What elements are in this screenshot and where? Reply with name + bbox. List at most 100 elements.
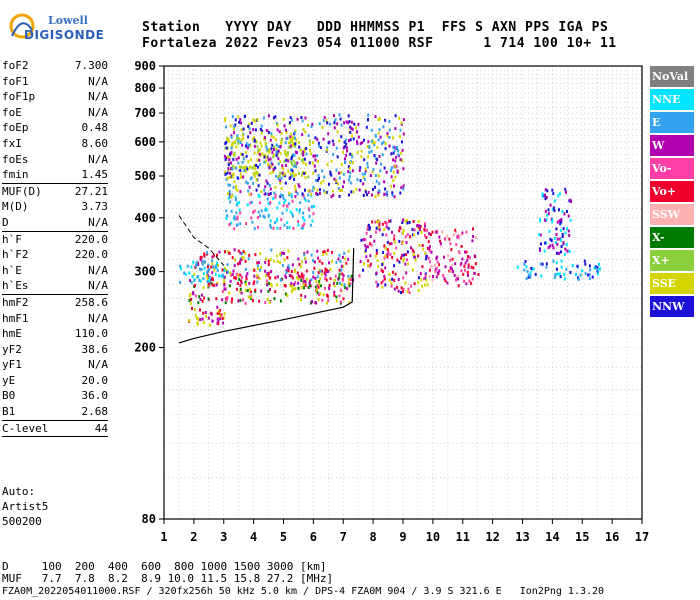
echo-point — [294, 269, 297, 273]
echo-point — [210, 312, 213, 316]
echo-point — [313, 266, 316, 270]
echo-point — [388, 128, 391, 132]
echo-point — [466, 258, 469, 262]
echo-point — [203, 254, 206, 258]
echo-point — [253, 280, 256, 284]
echo-point — [340, 171, 343, 174]
echo-point — [272, 196, 275, 200]
echo-point — [555, 251, 558, 255]
echo-point — [366, 162, 369, 166]
autoscaling-info: Auto: Artist5 500200 — [2, 484, 48, 529]
echo-point — [303, 147, 306, 151]
echo-point — [366, 245, 369, 249]
echo-point — [253, 166, 256, 170]
echo-point — [367, 223, 370, 227]
echo-point — [303, 196, 306, 200]
echo-point — [282, 196, 285, 200]
echo-point — [253, 174, 256, 178]
echo-point — [274, 276, 277, 280]
echo-point — [335, 260, 338, 264]
echo-point — [253, 136, 256, 140]
echo-point — [324, 277, 327, 280]
echo-point — [391, 193, 394, 197]
param-value: 220.0 — [74, 248, 108, 262]
echo-point — [305, 162, 308, 166]
echo-point — [352, 190, 355, 194]
echo-point — [224, 301, 227, 305]
param-name: foF1 — [2, 74, 29, 88]
echo-point — [258, 299, 261, 303]
x-tick-label: 14 — [545, 530, 559, 544]
echo-point — [344, 160, 347, 164]
echo-point — [430, 250, 433, 254]
param-name: h`E — [2, 263, 22, 277]
echo-point — [326, 121, 329, 125]
echo-point — [295, 164, 297, 168]
echo-point — [312, 204, 315, 208]
echo-point — [235, 157, 238, 161]
echo-point — [319, 269, 322, 273]
echo-point — [401, 221, 404, 224]
echo-point — [396, 170, 399, 174]
echo-point — [321, 169, 324, 173]
echo-point — [281, 164, 284, 168]
echo-point — [566, 227, 568, 231]
echo-point — [311, 219, 314, 223]
param-row: C-level 44 — [2, 421, 108, 437]
echo-point — [272, 153, 275, 157]
param-value: N/A — [88, 358, 108, 372]
echo-point — [274, 221, 277, 225]
echo-point — [250, 121, 253, 125]
echo-point — [269, 219, 272, 223]
echo-point — [287, 145, 290, 149]
legend-item: NoVal — [650, 66, 694, 87]
echo-point — [239, 273, 242, 277]
echo-point — [315, 279, 318, 283]
echo-point — [205, 274, 208, 278]
echo-point — [332, 193, 335, 197]
echo-point — [250, 295, 253, 299]
echo-point — [230, 161, 233, 165]
echo-point — [413, 282, 416, 286]
echo-point — [363, 158, 366, 162]
echo-point — [239, 222, 242, 226]
echo-point — [397, 153, 400, 157]
echo-point — [343, 121, 346, 125]
echo-point — [299, 265, 302, 269]
echo-point — [532, 267, 535, 271]
echo-point — [347, 114, 350, 118]
echo-point — [569, 271, 572, 274]
echo-point — [258, 173, 261, 177]
echo-point — [256, 280, 259, 284]
echo-point — [230, 143, 233, 147]
echo-point — [351, 155, 354, 159]
echo-cluster — [188, 305, 226, 327]
echo-point — [398, 260, 401, 264]
echo-point — [386, 134, 389, 138]
echo-point — [302, 216, 304, 220]
echo-point — [322, 137, 325, 141]
echo-point — [270, 161, 273, 165]
echo-point — [295, 138, 298, 142]
echo-point — [424, 272, 427, 276]
echo-point — [286, 226, 289, 229]
echo-point — [321, 126, 324, 129]
echo-point — [367, 113, 370, 117]
echo-point — [390, 184, 393, 188]
echo-point — [254, 288, 257, 292]
echo-point — [447, 254, 450, 258]
echo-point — [273, 297, 276, 301]
echo-point — [392, 170, 395, 174]
echo-point — [405, 253, 408, 257]
echo-point — [270, 164, 273, 168]
echo-point — [259, 127, 262, 131]
echo-point — [240, 138, 243, 142]
echo-point — [275, 154, 278, 158]
echo-point — [286, 221, 289, 225]
echo-point — [375, 161, 378, 165]
echo-point — [235, 272, 238, 276]
echo-point — [434, 269, 437, 273]
echo-point — [221, 290, 224, 293]
echo-point — [359, 166, 362, 170]
echo-point — [251, 220, 254, 224]
